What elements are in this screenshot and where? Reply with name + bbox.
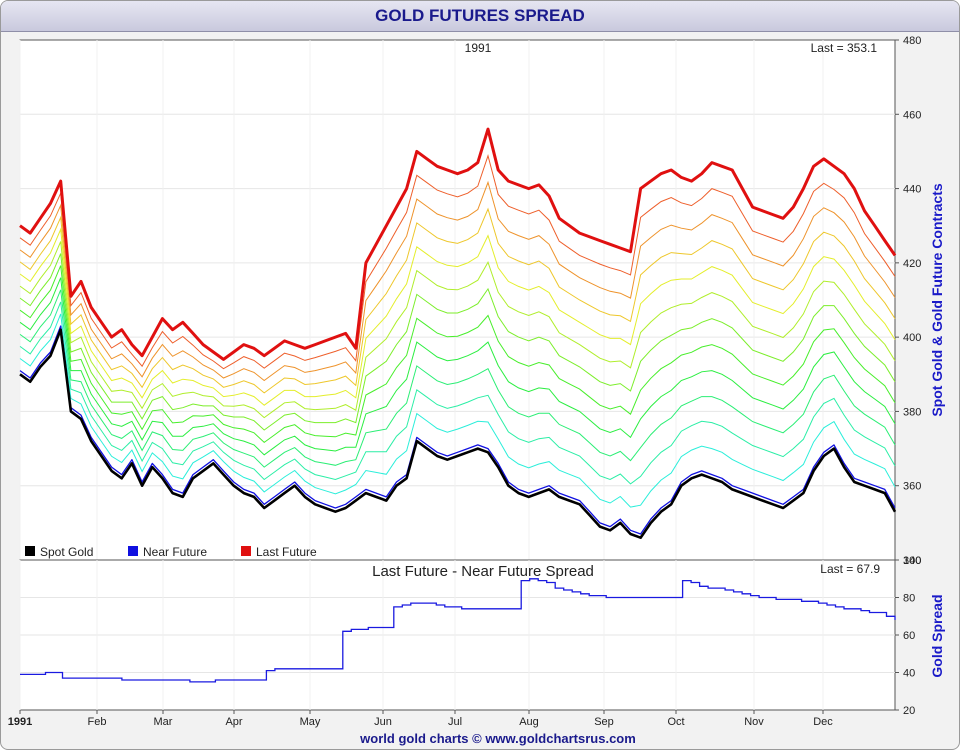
futures-contract-line <box>19 289 896 468</box>
x-tick-label: May <box>300 716 321 728</box>
upper-last-value: Last = 353.1 <box>811 41 878 55</box>
futures-contract-line <box>19 277 896 456</box>
footer-credit: world gold charts © www.goldchartsrus.co… <box>359 731 636 746</box>
x-tick-label: Nov <box>744 716 764 728</box>
upper-ytick-label: 460 <box>903 109 921 121</box>
near-future-line <box>19 325 896 535</box>
futures-contract-line <box>19 154 896 370</box>
year-label: 1991 <box>465 41 492 55</box>
upper-ytick-label: 420 <box>903 258 921 270</box>
x-tick-label: Oct <box>667 716 684 728</box>
spot-gold-line <box>19 328 897 539</box>
lower-y-axis-label: Gold Spread <box>929 594 945 677</box>
legend: Spot Gold Near Future Last Future <box>25 545 317 559</box>
spread-line <box>20 578 896 683</box>
upper-ytick-label: 480 <box>903 35 921 47</box>
futures-bands <box>19 154 896 508</box>
x-tick-label: Aug <box>519 716 539 728</box>
spread-title: Last Future - Near Future Spread <box>372 563 594 580</box>
upper-ytick-label: 380 <box>903 406 921 418</box>
legend-label-spot: Spot Gold <box>40 545 93 559</box>
x-tick-label: Jun <box>374 716 392 728</box>
x-tick-label: Jul <box>448 716 462 728</box>
lower-ytick-label: 40 <box>903 668 915 680</box>
upper-y-ticks: 340 360 380 400 420 440 460 480 <box>895 35 921 567</box>
legend-swatch-spot <box>25 546 35 556</box>
x-tick-label: Dec <box>813 716 833 728</box>
upper-ytick-label: 440 <box>903 184 921 196</box>
x-tick-label: Feb <box>88 716 107 728</box>
futures-contract-line <box>19 313 896 508</box>
upper-gridlines <box>19 40 895 560</box>
upper-ytick-label: 400 <box>903 332 921 344</box>
legend-label-near: Near Future <box>143 545 207 559</box>
futures-contract-line <box>19 207 896 394</box>
futures-contract-line <box>19 265 896 444</box>
chart-title: GOLD FUTURES SPREAD <box>1 1 959 32</box>
x-tick-label: Apr <box>225 716 242 728</box>
lower-ytick-label: 20 <box>903 705 915 717</box>
upper-ytick-label: 360 <box>903 481 921 493</box>
lower-ytick-label: 60 <box>903 630 915 642</box>
x-tick-label: Mar <box>154 716 173 728</box>
futures-contract-line <box>19 301 896 485</box>
legend-label-last: Last Future <box>256 545 317 559</box>
futures-contract-line <box>19 227 896 406</box>
upper-series-lines <box>19 127 897 539</box>
upper-plot-area <box>19 39 896 561</box>
lower-ytick-label: 100 <box>903 555 921 567</box>
futures-contract-line <box>19 180 896 382</box>
x-tick-label: Sep <box>594 716 614 728</box>
legend-swatch-last <box>241 546 251 556</box>
last-future-line <box>19 127 897 361</box>
lower-ytick-label: 80 <box>903 593 915 605</box>
upper-ytick-label: 340 <box>903 555 921 567</box>
lower-gridlines <box>19 560 895 710</box>
upper-y-axis-label: Spot Gold & Gold Future Contracts <box>929 183 945 417</box>
x-tick-label: 1991 <box>8 716 32 728</box>
futures-contract-line <box>19 253 896 431</box>
x-axis: 1991 Feb Mar Apr May Jun Jul Aug Sep Oct Nov Dec <box>8 710 833 728</box>
lower-y-ticks: 20 40 60 80 100 <box>895 555 921 717</box>
spread-series <box>20 578 896 683</box>
futures-contract-line <box>19 241 896 419</box>
legend-swatch-near <box>128 546 138 556</box>
lower-last-value: Last = 67.9 <box>820 562 880 576</box>
